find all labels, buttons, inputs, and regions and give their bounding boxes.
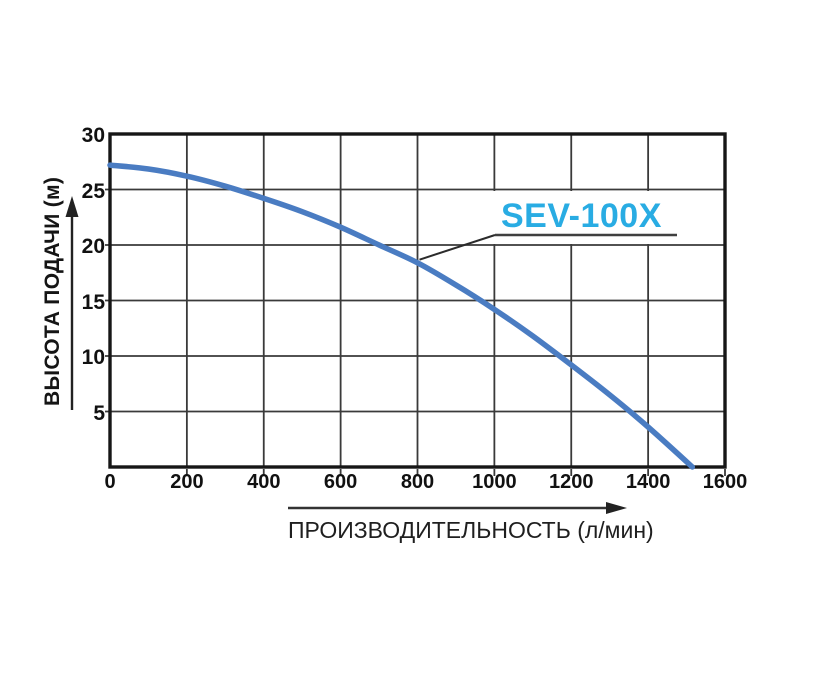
y-tick-label: 20 — [81, 235, 105, 258]
x-tick-label: 600 — [323, 471, 358, 493]
x-tick-label: 200 — [170, 471, 204, 493]
x-tick-label: 1000 — [472, 471, 517, 493]
y-tick-label: 15 — [81, 290, 105, 314]
x-axis-arrow-head — [606, 502, 627, 514]
x-tick-label: 1200 — [549, 471, 594, 493]
plot-frame — [108, 132, 727, 469]
y-tick-label: 30 — [81, 124, 105, 147]
x-axis-title: ПРОИЗВОДИТЕЛЬНОСТЬ (л/мин) — [288, 517, 654, 543]
y-tick-label: 25 — [81, 179, 105, 203]
x-tick-label: 800 — [400, 471, 435, 493]
x-tick-label: 0 — [104, 471, 116, 493]
x-tick-label: 1600 — [702, 471, 748, 493]
callout-diagonal-line — [419, 234, 496, 261]
y-tick-label: 5 — [93, 401, 105, 425]
x-tick-label: 400 — [247, 471, 281, 493]
series-label: SEV-100X — [501, 197, 662, 235]
performance-curve — [107, 162, 696, 470]
y-axis-arrow-head — [65, 196, 79, 217]
y-tick-label: 10 — [81, 346, 105, 369]
x-tick-label: 1400 — [625, 471, 671, 493]
